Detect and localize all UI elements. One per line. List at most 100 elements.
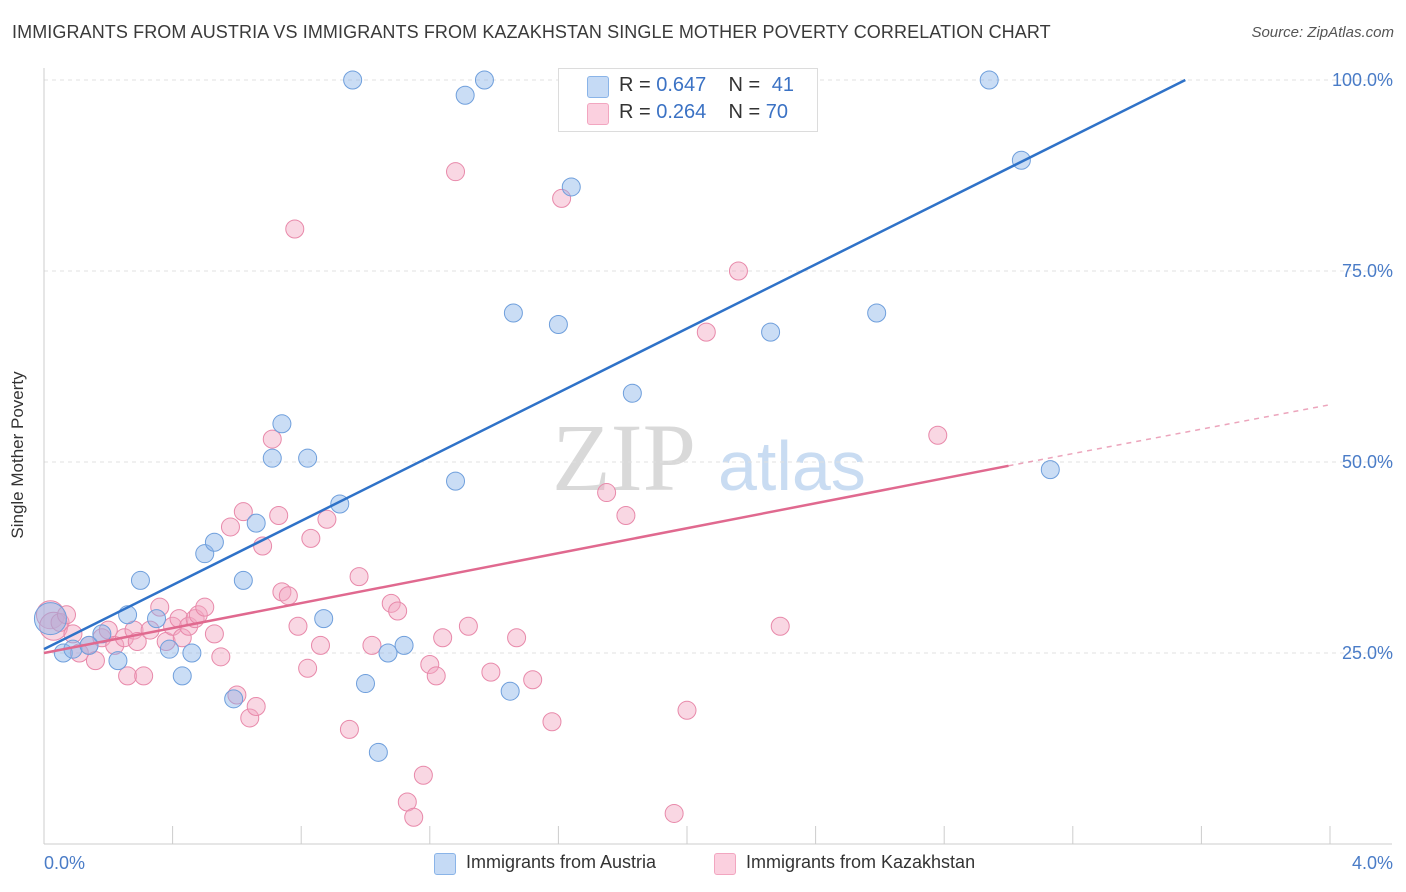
- data-point-kazakhstan: [233, 502, 253, 522]
- data-point-austria: [394, 635, 414, 655]
- y-axis-label: Single Mother Poverty: [8, 371, 27, 539]
- data-point-kazakhstan: [420, 654, 440, 674]
- data-point-kazakhstan: [150, 597, 170, 617]
- data-point-kazakhstan: [240, 708, 260, 728]
- data-point-austria: [108, 651, 128, 671]
- trend-line-kazakhstan-extension: [1008, 403, 1331, 467]
- data-point-austria: [368, 742, 388, 762]
- data-point-austria: [233, 570, 253, 590]
- data-point-kazakhstan: [262, 429, 282, 449]
- data-point-kazakhstan: [278, 586, 298, 606]
- y-tick-label: 50.0%: [1342, 452, 1393, 472]
- data-point-austria: [130, 570, 150, 590]
- austria-n-value: 41: [771, 74, 795, 96]
- data-point-kazakhstan: [728, 261, 748, 281]
- watermark-atlas: atlas: [718, 427, 866, 505]
- data-point-kazakhstan: [928, 425, 948, 445]
- data-point-kazakhstan: [269, 505, 289, 525]
- kazakhstan-r-value: 0.264: [656, 101, 707, 123]
- data-point-kazakhstan: [664, 803, 684, 823]
- legend-austria-swatch: [434, 853, 456, 875]
- austria-stats: R = 0.647 N = 41: [619, 74, 795, 96]
- data-point-austria: [343, 70, 363, 90]
- data-point-kazakhstan: [172, 628, 192, 648]
- trend-line-austria: [43, 78, 1186, 651]
- data-point-kazakhstan: [413, 765, 433, 785]
- data-point-austria: [204, 532, 224, 552]
- data-point-austria: [262, 448, 282, 468]
- data-point-kazakhstan: [616, 505, 636, 525]
- legend-austria-label: Immigrants from Austria: [466, 852, 657, 872]
- data-point-austria: [500, 681, 520, 701]
- data-point-kazakhstan: [677, 700, 697, 720]
- trend-line-kazakhstan: [43, 464, 1009, 655]
- data-point-austria: [503, 303, 523, 323]
- data-point-kazakhstan: [696, 322, 716, 342]
- data-point-austria: [147, 609, 167, 629]
- data-point-kazakhstan: [388, 601, 408, 621]
- legend-kazakhstan-label: Immigrants from Kazakhstan: [746, 852, 976, 872]
- data-point-austria: [1040, 460, 1060, 480]
- data-point-kazakhstan: [220, 517, 240, 537]
- data-point-kazakhstan: [381, 593, 401, 613]
- data-point-kazakhstan: [542, 712, 562, 732]
- series-austria-points: [33, 70, 1060, 762]
- data-point-austria: [455, 85, 475, 105]
- data-point-kazakhstan: [523, 670, 543, 690]
- legend-item-austria: Immigrants from Austria: [434, 852, 694, 876]
- data-point-kazakhstan: [597, 483, 617, 503]
- data-point-austria: [159, 639, 179, 659]
- data-point-kazakhstan: [317, 509, 337, 529]
- y-tick-labels: 25.0% 50.0% 75.0% 100.0%: [1332, 70, 1393, 663]
- data-point-austria: [1011, 150, 1031, 170]
- data-point-kazakhstan: [134, 666, 154, 686]
- chart-title: IMMIGRANTS FROM AUSTRIA VS IMMIGRANTS FR…: [12, 22, 1051, 42]
- austria-r-value: 0.647: [656, 74, 707, 96]
- data-point-austria: [172, 666, 192, 686]
- data-point-kazakhstan: [288, 616, 308, 636]
- data-point-austria: [246, 513, 266, 533]
- data-point-kazakhstan: [298, 658, 318, 678]
- data-point-kazakhstan: [310, 635, 330, 655]
- data-point-kazakhstan: [770, 616, 790, 636]
- trend-lines: [43, 78, 1331, 655]
- data-point-kazakhstan: [362, 635, 382, 655]
- data-point-kazakhstan: [507, 628, 527, 648]
- data-point-austria: [474, 70, 494, 90]
- data-point-austria: [761, 322, 781, 342]
- data-point-austria: [548, 314, 568, 334]
- y-tick-label: 25.0%: [1342, 643, 1393, 663]
- data-point-kazakhstan: [458, 616, 478, 636]
- data-point-austria: [979, 70, 999, 90]
- data-point-kazakhstan: [246, 696, 266, 716]
- y-tick-label: 100.0%: [1332, 70, 1393, 90]
- gridlines: [44, 79, 1392, 654]
- data-point-kazakhstan: [195, 597, 215, 617]
- data-point-austria: [446, 471, 466, 491]
- data-point-austria: [356, 674, 375, 694]
- watermark-zip: ZIP: [552, 404, 696, 511]
- data-point-kazakhstan: [433, 628, 453, 648]
- data-point-austria: [33, 602, 67, 636]
- watermark: ZIP atlas: [552, 404, 866, 511]
- data-point-kazakhstan: [204, 624, 224, 644]
- stats-legend: R = 0.647 N = 41 R = 0.264 N = 70: [558, 68, 818, 132]
- data-point-austria: [561, 177, 581, 197]
- axes: [43, 68, 1392, 845]
- kazakhstan-swatch: [587, 103, 609, 125]
- data-point-kazakhstan: [339, 719, 359, 739]
- data-point-kazakhstan: [446, 162, 466, 182]
- data-point-austria: [182, 643, 202, 663]
- legend-item-kazakhstan: Immigrants from Kazakhstan: [714, 852, 1014, 876]
- data-point-kazakhstan: [301, 528, 321, 548]
- data-point-austria: [867, 303, 887, 323]
- data-point-kazakhstan: [426, 666, 446, 686]
- x-tick-labels: 0.0% 4.0%: [44, 853, 1393, 873]
- data-point-austria: [314, 609, 334, 629]
- data-point-austria: [224, 689, 244, 709]
- data-point-kazakhstan: [227, 685, 247, 705]
- data-point-austria: [272, 414, 292, 434]
- data-point-kazakhstan: [404, 807, 424, 827]
- kazakhstan-stats: R = 0.264 N = 70: [619, 101, 789, 123]
